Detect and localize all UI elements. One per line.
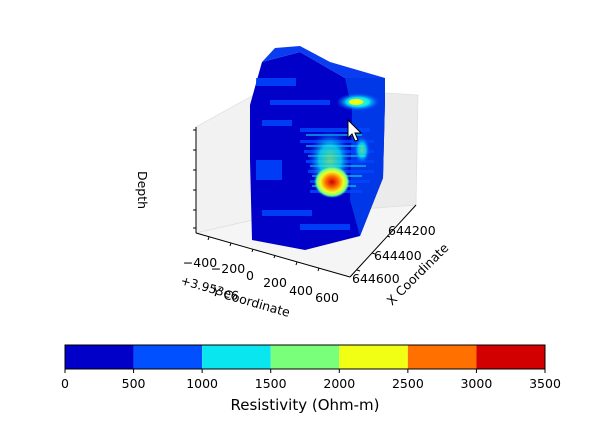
y-tick-label: 0 — [246, 268, 254, 283]
colorbar-ticks — [64, 369, 546, 373]
anomaly-small — [354, 136, 370, 164]
axis-lines — [195, 127, 417, 278]
y-tick-label: 600 — [315, 290, 339, 305]
colorbar-bin — [476, 345, 545, 369]
volume-top-face — [262, 46, 385, 100]
x-tick-label: 644400 — [374, 248, 422, 263]
voxel-volume — [250, 46, 385, 250]
colorbar-bin — [339, 345, 408, 369]
y-tick-label: 200 — [263, 275, 287, 290]
colorbar-bin — [202, 345, 271, 369]
y-tick-labels: −400 −200 0 200 400 600 — [183, 255, 339, 305]
y-axis-ticks — [207, 236, 320, 272]
y-axis-line — [195, 232, 351, 278]
z-axis-label: Depth — [135, 171, 150, 209]
x-tick-label: 644200 — [388, 223, 436, 238]
colorbar: 0 500 1000 1500 2000 2500 3000 3500 Resi… — [61, 344, 561, 414]
anomaly-main — [314, 166, 350, 198]
x-tick-label: 644600 — [352, 271, 400, 286]
colorbar-frame — [64, 344, 546, 370]
colorbar-bin — [65, 345, 134, 369]
y-tick-label: −200 — [211, 261, 245, 276]
colorbar-bin — [270, 345, 340, 369]
x-axis-line — [349, 204, 417, 278]
colorbar-tick-label: 1500 — [255, 376, 287, 391]
colorbar-tick-labels: 0 500 1000 1500 2000 2500 3000 3500 — [61, 376, 561, 391]
anomaly-upper-core — [349, 99, 363, 105]
colorbar-bin — [407, 345, 477, 369]
x-axis-ticks — [356, 235, 391, 272]
z-axis-ticks — [193, 129, 196, 229]
colorbar-tick-label: 1000 — [186, 376, 218, 391]
colorbar-tick-label: 3500 — [529, 376, 561, 391]
colorbar-bins — [65, 345, 545, 369]
colorbar-tick-label: 2000 — [323, 376, 355, 391]
mouse-cursor-icon — [347, 118, 363, 142]
colorbar-tick-label: 500 — [122, 376, 146, 391]
colorbar-bin — [133, 345, 203, 369]
x-tick-labels: 644200 644400 644600 — [352, 223, 436, 286]
colorbar-label: Resistivity (Ohm-m) — [230, 396, 379, 414]
y-tick-label: 400 — [289, 283, 313, 298]
colorbar-tick-label: 0 — [61, 376, 69, 391]
colorbar-tick-label: 2500 — [392, 376, 424, 391]
colorbar-tick-label: 3000 — [460, 376, 492, 391]
y-tick-label: −400 — [183, 255, 217, 270]
